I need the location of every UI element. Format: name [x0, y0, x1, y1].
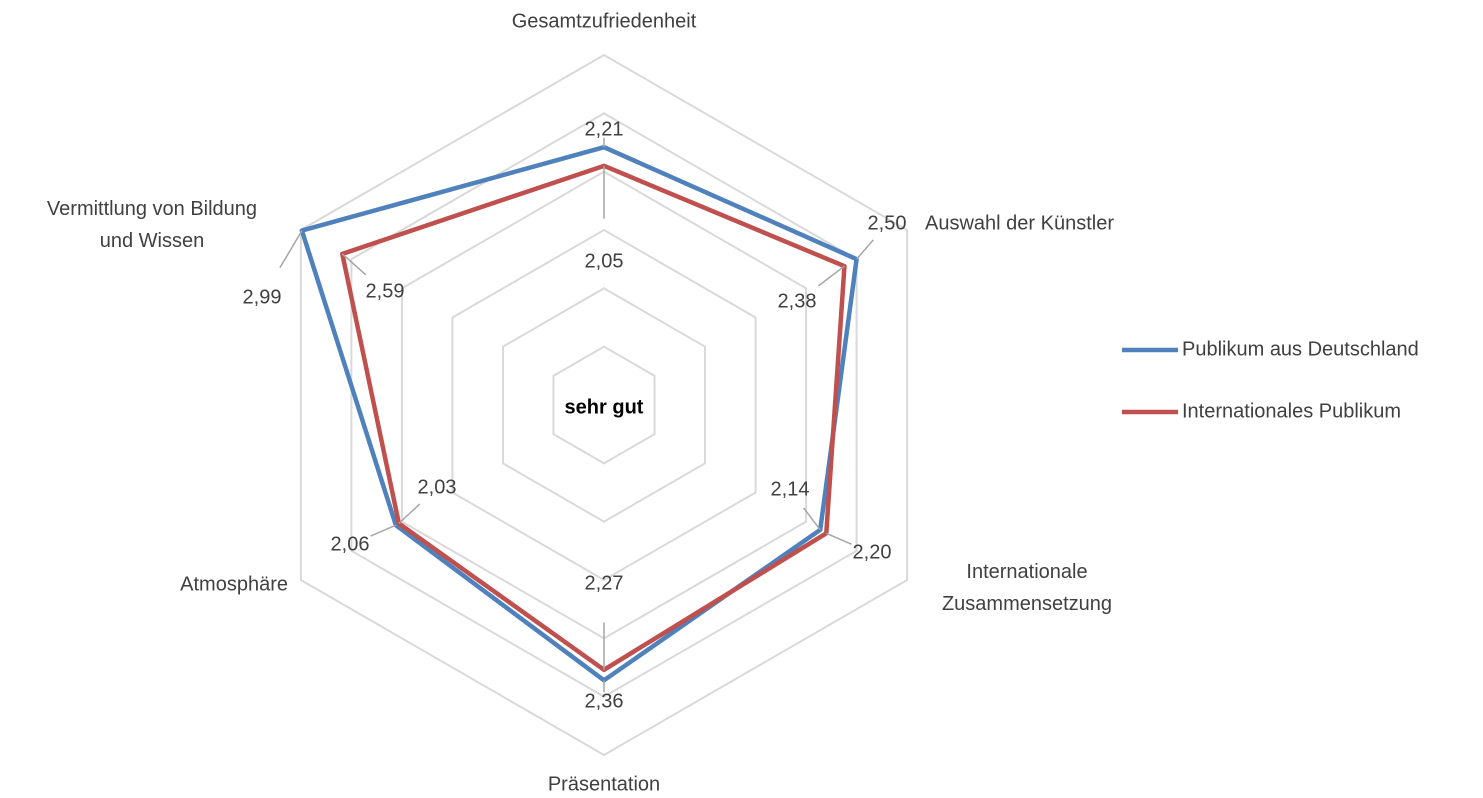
leader-line [817, 265, 845, 287]
legend-label: Publikum aus Deutschland [1182, 338, 1419, 360]
category-label: Vermittlung von Bildung und Wissen [47, 198, 257, 252]
value-label: 2,27 [585, 572, 624, 594]
grid-ring [501, 287, 707, 523]
value-label: 2,14 [771, 478, 810, 500]
value-label: 2,50 [868, 212, 907, 234]
value-label: 2,59 [366, 280, 405, 302]
leader-line [856, 239, 874, 260]
category-label: Gesamtzufriedenheit [512, 10, 697, 32]
grid-ring [451, 228, 757, 582]
leader-line [370, 524, 397, 537]
leader-line [279, 230, 303, 269]
leader-line [803, 507, 821, 531]
value-label: 2,06 [331, 533, 370, 555]
leader-line [825, 532, 852, 545]
value-label: 2,20 [853, 541, 892, 563]
grid-ring [552, 345, 656, 465]
category-label: Präsentation [548, 773, 660, 795]
category-label: Auswahl der Künstler [925, 212, 1114, 234]
category-label: Internationale Zusammensetzung [942, 561, 1112, 615]
value-label: 2,21 [585, 118, 624, 140]
category-label: Atmosphäre [180, 573, 288, 595]
value-label: 2,38 [778, 290, 817, 312]
center-annotation: sehr gut [565, 396, 644, 418]
value-label: 2,05 [585, 250, 624, 272]
value-label: 2,03 [418, 476, 457, 498]
leader-line [341, 253, 367, 276]
leader-line [398, 503, 421, 524]
legend-label: Internationales Publikum [1182, 400, 1401, 422]
value-label: 2,99 [243, 286, 282, 308]
value-label: 2,36 [585, 690, 624, 712]
